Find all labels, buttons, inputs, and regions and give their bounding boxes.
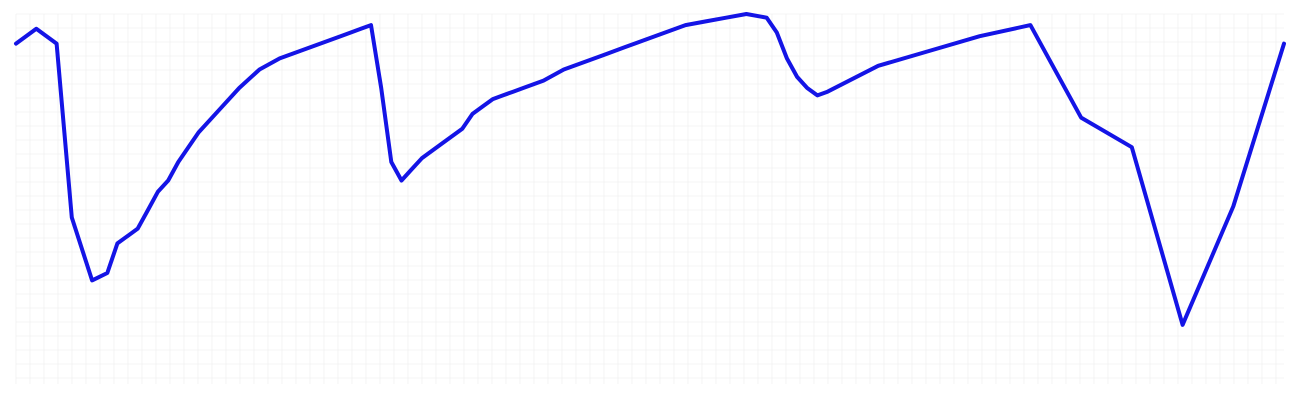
series-line-1 [14, 12, 1286, 327]
series-layer [14, 12, 1286, 327]
grid [15, 13, 1284, 384]
